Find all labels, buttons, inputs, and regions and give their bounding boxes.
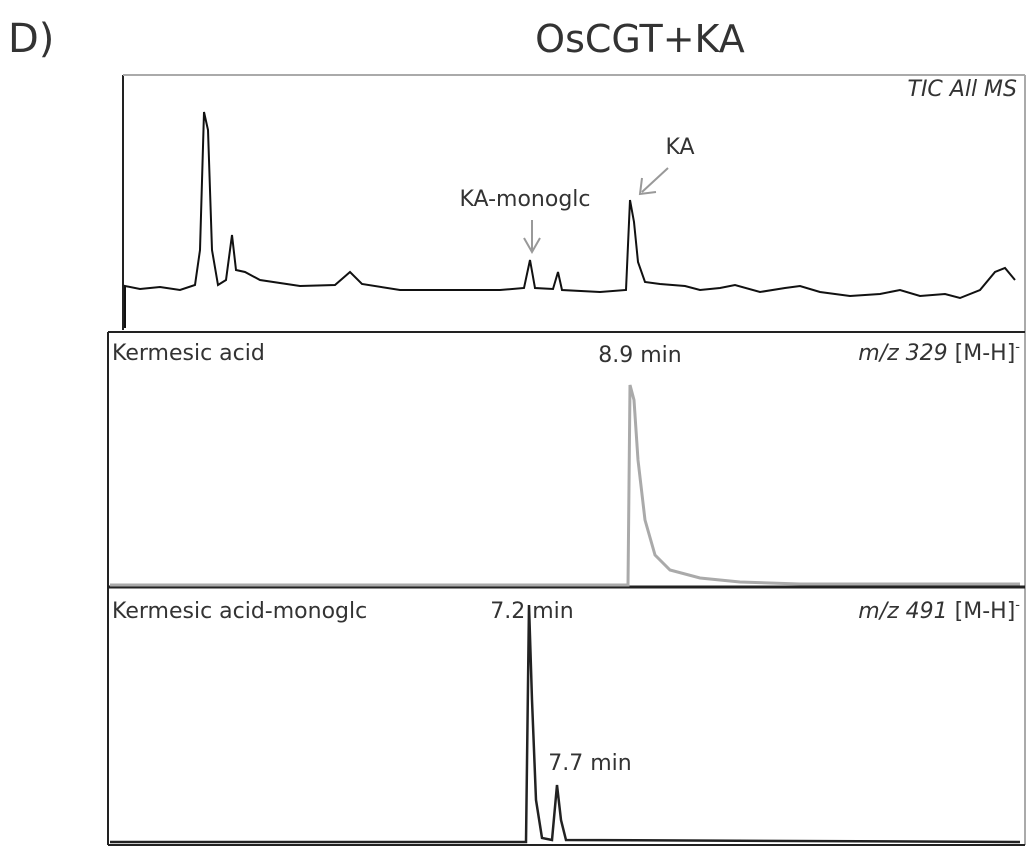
- trace-label: TIC All MS: [908, 77, 1018, 102]
- compound-label: Kermesic acid-monoglc: [112, 599, 367, 624]
- mz-label: m/z 329 [M-H]-: [858, 340, 1020, 366]
- arrow: [638, 167, 669, 196]
- compound-label: Kermesic acid: [112, 341, 265, 366]
- annotation: KA-monoglc: [459, 187, 590, 212]
- peak-label: 7.7 min: [548, 751, 631, 776]
- peak-label: 7.2 min: [490, 599, 573, 624]
- arrow: [523, 220, 541, 255]
- figure-title: OsCGT+KA: [535, 17, 745, 61]
- panel-label: D): [8, 16, 54, 62]
- axes: [107, 74, 1026, 846]
- peak-label: 8.9 min: [598, 343, 681, 368]
- tic-trace: [124, 111, 1016, 328]
- charge: -: [1015, 340, 1020, 355]
- ion: [M-H]: [955, 341, 1016, 366]
- arrows: [523, 167, 669, 255]
- mz: m/z 491: [858, 599, 947, 624]
- ion: [M-H]: [955, 599, 1016, 624]
- eic-trace: [110, 604, 1021, 844]
- mz: m/z 329: [858, 341, 947, 366]
- eic-trace: [110, 384, 1020, 587]
- annotation: KA: [665, 135, 694, 160]
- charge: -: [1015, 598, 1020, 613]
- mz-label: m/z 491 [M-H]-: [858, 598, 1020, 624]
